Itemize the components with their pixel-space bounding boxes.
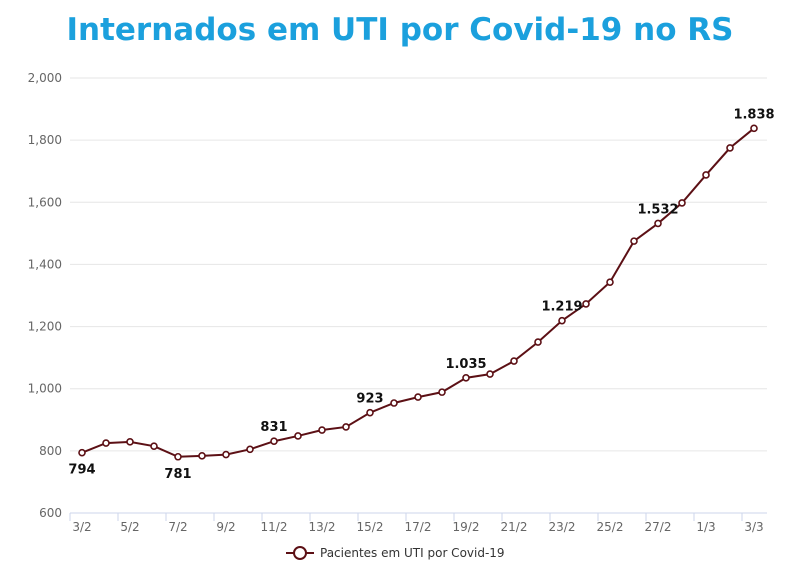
y-tick-label: 1,400 (28, 257, 62, 271)
data-point (750, 124, 758, 133)
legend-marker (293, 546, 307, 560)
data-point (510, 357, 518, 365)
data-point (390, 399, 398, 407)
data-point (198, 452, 206, 460)
data-point (462, 374, 470, 382)
x-tick-label: 3/3 (744, 520, 763, 534)
data-label: 923 (356, 392, 383, 407)
x-tick-label: 17/2 (405, 520, 432, 534)
data-point (78, 448, 86, 457)
y-tick-label: 800 (39, 444, 62, 458)
chart-title: Internados em UTI por Covid-19 no RS (66, 12, 734, 48)
data-label: 831 (260, 420, 287, 435)
x-tick-label: 11/2 (261, 520, 288, 534)
data-point (630, 237, 638, 245)
x-tick-label: 21/2 (501, 520, 528, 534)
x-tick-label: 25/2 (597, 520, 624, 534)
x-tick-label: 3/2 (72, 520, 91, 534)
data-point (342, 423, 350, 431)
data-point (702, 171, 710, 179)
data-point (606, 278, 614, 286)
x-tick-label: 5/2 (120, 520, 139, 534)
data-point (222, 450, 230, 459)
data-label: 1.838 (733, 107, 774, 122)
y-tick-label: 1,200 (28, 320, 62, 334)
data-point (174, 452, 182, 461)
y-tick-label: 2,000 (28, 71, 62, 85)
data-point (126, 438, 134, 446)
series-line (81, 127, 755, 458)
y-tick-label: 1,800 (28, 133, 62, 147)
data-point (318, 426, 326, 434)
x-tick-label: 15/2 (357, 520, 384, 534)
y-tick-label: 1,000 (28, 382, 62, 396)
x-tick-label: 27/2 (645, 520, 672, 534)
y-tick-label: 1,600 (28, 195, 62, 209)
data-point (534, 338, 542, 346)
data-label: 1.035 (445, 357, 486, 372)
data-point (726, 144, 734, 152)
data-point (270, 437, 278, 446)
data-label: 794 (68, 463, 95, 478)
data-point (102, 439, 110, 447)
data-point (486, 370, 494, 378)
data-point (294, 432, 302, 440)
data-point (654, 219, 662, 228)
x-tick-label: 1/3 (696, 520, 715, 534)
x-tick-label: 9/2 (216, 520, 235, 534)
data-point (246, 445, 254, 454)
x-tick-label: 13/2 (309, 520, 336, 534)
data-point (414, 393, 422, 401)
data-point (678, 199, 686, 207)
data-label: 781 (164, 467, 191, 482)
data-point (558, 316, 566, 325)
data-point (150, 442, 158, 450)
y-tick-label: 600 (39, 506, 62, 520)
data-point (582, 300, 590, 308)
x-tick-label: 7/2 (168, 520, 187, 534)
legend-label: Pacientes em UTI por Covid-19 (320, 546, 505, 560)
x-tick-label: 19/2 (453, 520, 480, 534)
data-label: 1.219 (541, 300, 582, 315)
data-point (438, 388, 446, 396)
legend: Pacientes em UTI por Covid-19 (286, 546, 505, 560)
data-point (366, 408, 374, 417)
data-label: 1.532 (637, 202, 678, 217)
x-tick-label: 23/2 (549, 520, 576, 534)
